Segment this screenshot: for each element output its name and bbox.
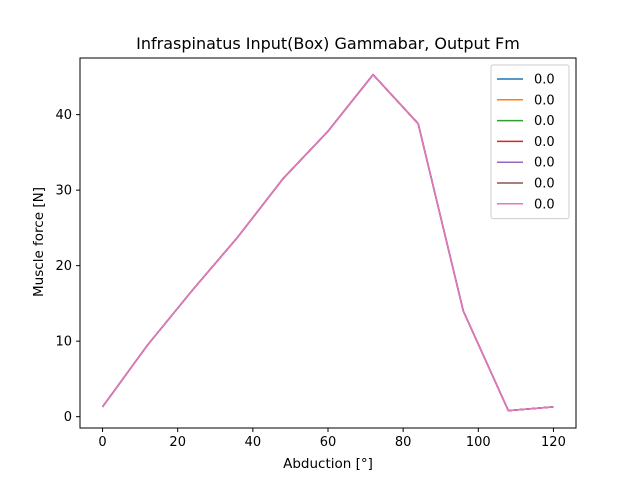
series-line-7 (101, 73, 554, 412)
x-tick-label: 40 (245, 435, 262, 450)
x-tick-label: 20 (169, 435, 186, 450)
legend-label-1: 0.0 (534, 73, 555, 88)
x-axis-label: Abduction [°] (283, 456, 373, 472)
y-tick-label: 30 (55, 184, 72, 199)
x-tick-label: 100 (466, 435, 491, 450)
x-tick-label: 120 (541, 435, 566, 450)
y-axis-ticks: 0 10 20 30 40 (55, 108, 80, 425)
legend-label-6: 0.0 (534, 177, 555, 192)
plot-area-frame (79, 57, 577, 429)
x-tick-label: 60 (320, 435, 337, 450)
x-tick-label: 0 (98, 435, 106, 450)
x-axis-ticks: 0 20 40 60 80 100 120 (98, 428, 566, 450)
y-tick-label: 0 (64, 410, 72, 425)
legend-frame (490, 64, 570, 220)
series-lines (101, 73, 554, 412)
y-tick-label: 20 (55, 259, 72, 274)
legend-label-5: 0.0 (534, 156, 555, 171)
legend: 0.0 0.0 0.0 0.0 0.0 0.0 0.0 (490, 64, 570, 220)
y-axis-label: Muscle force [N] (31, 187, 47, 297)
chart-title: Infraspinatus Input(Box) Gammabar, Outpu… (136, 34, 520, 53)
legend-label-3: 0.0 (534, 114, 555, 129)
legend-label-4: 0.0 (534, 135, 555, 150)
x-tick-label: 80 (395, 435, 412, 450)
y-tick-label: 10 (55, 335, 72, 350)
legend-label-2: 0.0 (534, 93, 555, 108)
legend-label-7: 0.0 (534, 197, 555, 212)
y-tick-label: 40 (55, 108, 72, 123)
